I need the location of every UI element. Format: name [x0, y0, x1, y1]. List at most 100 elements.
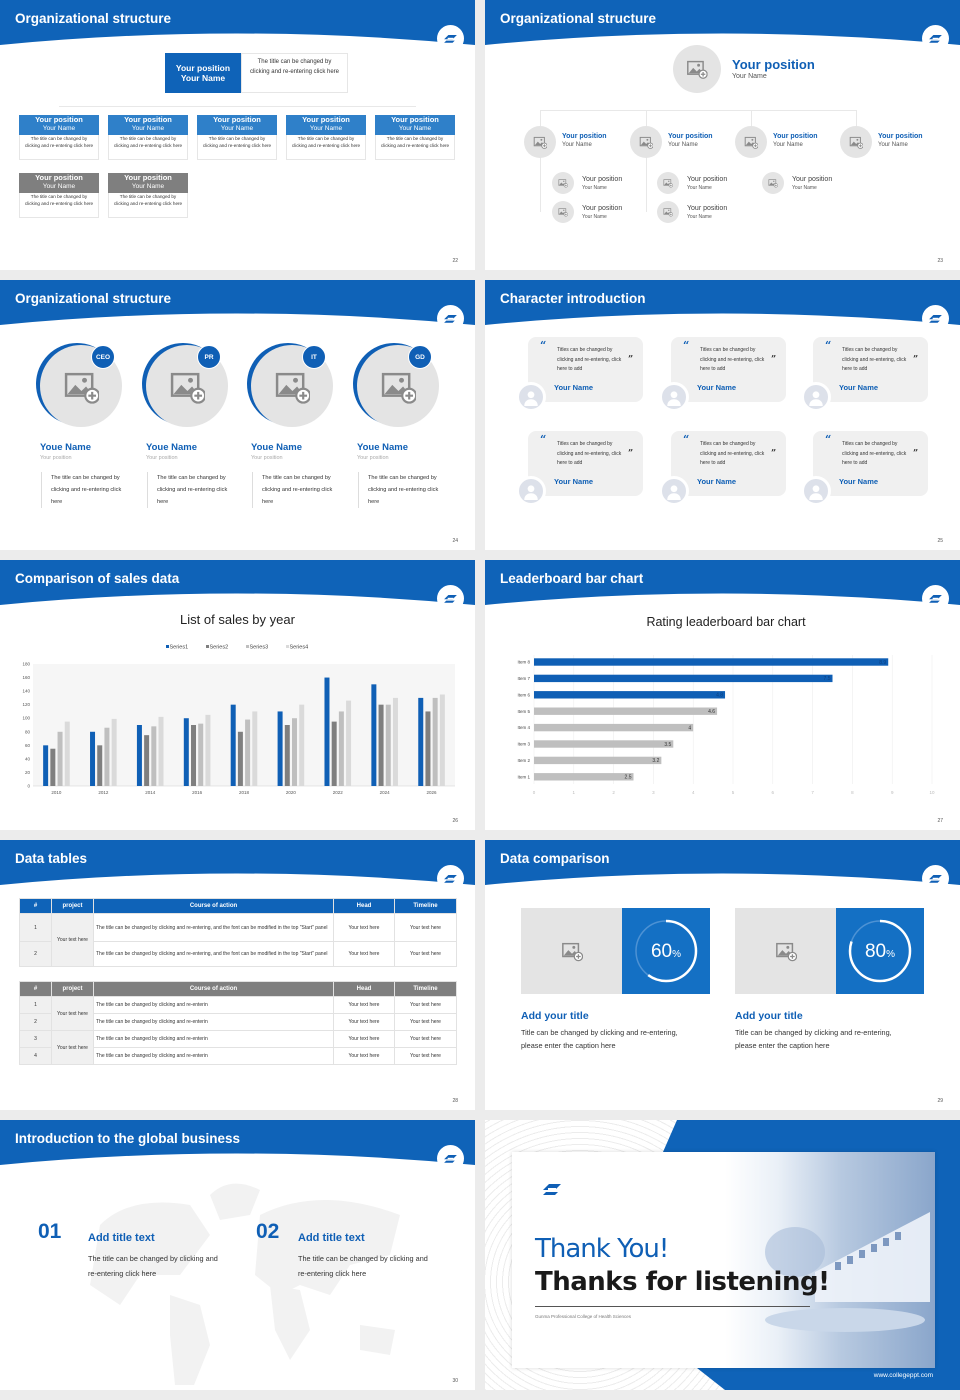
- value-label: 3.5: [664, 742, 671, 748]
- slide-27[interactable]: Leaderboard bar chart Rating leaderboard…: [485, 560, 960, 830]
- quote-card[interactable]: “ Titles can be changed by clicking and r…: [528, 337, 643, 402]
- quote-card[interactable]: “ Titles can be changed by clicking and r…: [671, 431, 786, 496]
- slide-25[interactable]: Character introduction “ Titles can be ch…: [485, 280, 960, 550]
- bar-series4-2018: [252, 711, 258, 786]
- website-link[interactable]: www.collegeppt.com: [873, 1372, 933, 1379]
- image-placeholder[interactable]: [673, 45, 721, 93]
- org-box[interactable]: Your position Your Name The title can be c…: [375, 115, 455, 160]
- column-header: Head: [333, 898, 395, 914]
- position: Your position: [668, 133, 713, 140]
- x-tick-label: 2016: [192, 790, 203, 795]
- category-label: Item 6: [517, 692, 530, 697]
- cell-action: The title can be changed by clicking and…: [93, 1030, 334, 1048]
- org-box[interactable]: Your position Your Name The title can be c…: [108, 115, 188, 160]
- image-placeholder[interactable]: [735, 908, 836, 994]
- column-header: Timeline: [394, 898, 457, 914]
- position: Your position: [687, 205, 728, 212]
- connector-line: [540, 110, 541, 212]
- image-placeholder[interactable]: [524, 126, 556, 158]
- page-number: 22: [452, 258, 458, 264]
- quote-card[interactable]: “ Titles can be changed by clicking and r…: [813, 337, 928, 402]
- college-logo-icon: [437, 585, 464, 612]
- bar-series1-2010: [43, 745, 49, 786]
- person-position: Your position: [40, 455, 72, 461]
- close-quote-icon: ”: [913, 355, 919, 365]
- y-tick-label: 60: [25, 743, 31, 748]
- image-placeholder[interactable]: [521, 908, 622, 994]
- cell-action: The title can be changed by clicking and…: [93, 913, 334, 942]
- image-placeholder[interactable]: [657, 201, 679, 223]
- quote-card[interactable]: “ Titles can be changed by clicking and r…: [813, 431, 928, 496]
- image-placeholder[interactable]: [762, 172, 784, 194]
- person-desc: The title can be changed by clicking and…: [358, 472, 446, 508]
- top-position: Your position: [175, 63, 231, 73]
- person-name: Youe Name: [251, 442, 303, 453]
- y-tick-label: 180: [22, 662, 30, 667]
- quote-card[interactable]: “ Titles can be changed by clicking and r…: [671, 337, 786, 402]
- x-tick-label: 2: [612, 790, 615, 795]
- item-heading: Add title text: [298, 1232, 365, 1244]
- card-name: Your Name: [697, 477, 737, 486]
- org-box[interactable]: Your position Your Name The title can be c…: [108, 173, 188, 218]
- table-row: 2 The title can be changed by clicking a…: [19, 941, 457, 967]
- org-box[interactable]: Your position Your Name The title can be c…: [19, 115, 99, 160]
- org-box[interactable]: Your position Your Name The title can be c…: [286, 115, 366, 160]
- image-placeholder[interactable]: [630, 126, 662, 158]
- bar-series1-2022: [324, 677, 330, 786]
- college-logo-icon: [922, 305, 949, 332]
- image-placeholder[interactable]: [735, 126, 767, 158]
- cell-number: 2: [19, 941, 52, 967]
- slide-30[interactable]: Introduction to the global business 01 A…: [0, 1120, 475, 1390]
- top-position-box[interactable]: Your position Your Name: [165, 53, 241, 93]
- image-add-icon: [558, 178, 568, 188]
- slide-28[interactable]: Data tables # project Course of action H…: [0, 840, 475, 1110]
- bar-series1-2014: [136, 725, 142, 786]
- bar-series2-2026: [425, 711, 431, 786]
- image-add-icon: [169, 368, 206, 405]
- avatar: [801, 382, 831, 412]
- ring-progress: [848, 919, 912, 983]
- quote-text: Titles can be changed by clicking and re…: [700, 347, 765, 372]
- slide-29[interactable]: Data comparison 60% Add your title Title c…: [485, 840, 960, 1110]
- column-header: Course of action: [93, 981, 334, 997]
- world-map-background: [90, 1183, 400, 1385]
- image-add-icon: [663, 207, 673, 217]
- slide-thank-you[interactable]: Thank You! Thanks for listening! Gunma P…: [485, 1120, 960, 1390]
- cell-number: 2: [19, 1013, 52, 1031]
- bar-series3-2022: [338, 711, 344, 786]
- leaderboard-bar-chart: 0 1 2 3 4 5 6 7 8 9 10 Item 8 8.9 Item 7 7.5 Item 6 4.8 I…: [517, 655, 935, 795]
- image-placeholder[interactable]: [552, 172, 574, 194]
- column-header: Timeline: [394, 981, 457, 997]
- quote-text: Titles can be changed by clicking and re…: [842, 441, 907, 466]
- progress-ring: [848, 919, 912, 983]
- image-placeholder[interactable]: [657, 172, 679, 194]
- person-name: Youe Name: [40, 442, 92, 453]
- x-tick-label: 2026: [427, 790, 438, 795]
- slide-26[interactable]: Comparison of sales data List of sales b…: [0, 560, 475, 830]
- slide-22[interactable]: Organizational structure Your position Y…: [0, 0, 475, 270]
- y-tick-label: 40: [25, 756, 31, 761]
- bar-series3-2026: [432, 697, 438, 786]
- org-box[interactable]: Your position Your Name The title can be c…: [197, 115, 277, 160]
- top-note: The title can be changed by clicking and…: [241, 53, 348, 93]
- slide-24[interactable]: Organizational structure CEO Youe Name You…: [0, 280, 475, 550]
- chart-title: List of sales by year: [180, 612, 295, 627]
- image-placeholder[interactable]: [840, 126, 872, 158]
- quote-card[interactable]: “ Titles can be changed by clicking and r…: [528, 431, 643, 496]
- item-number: 02: [256, 1220, 280, 1243]
- image-add-icon: [561, 940, 583, 962]
- page-number: 27: [937, 818, 943, 824]
- bar-series4-2016: [205, 714, 211, 786]
- column-header: project: [51, 981, 94, 997]
- slide-title: Leaderboard bar chart: [500, 571, 644, 586]
- slide-23[interactable]: Organizational structure Your position Y…: [485, 0, 960, 270]
- image-add-icon: [849, 135, 863, 149]
- role-badge: CEO: [91, 345, 115, 369]
- image-placeholder[interactable]: [552, 201, 574, 223]
- column-header: Head: [333, 981, 395, 997]
- divider: [535, 1306, 810, 1307]
- position: Your position: [582, 205, 623, 212]
- image-add-icon: [380, 368, 417, 405]
- org-box[interactable]: Your position Your Name The title can be c…: [19, 173, 99, 218]
- slide-title: Organizational structure: [15, 291, 172, 306]
